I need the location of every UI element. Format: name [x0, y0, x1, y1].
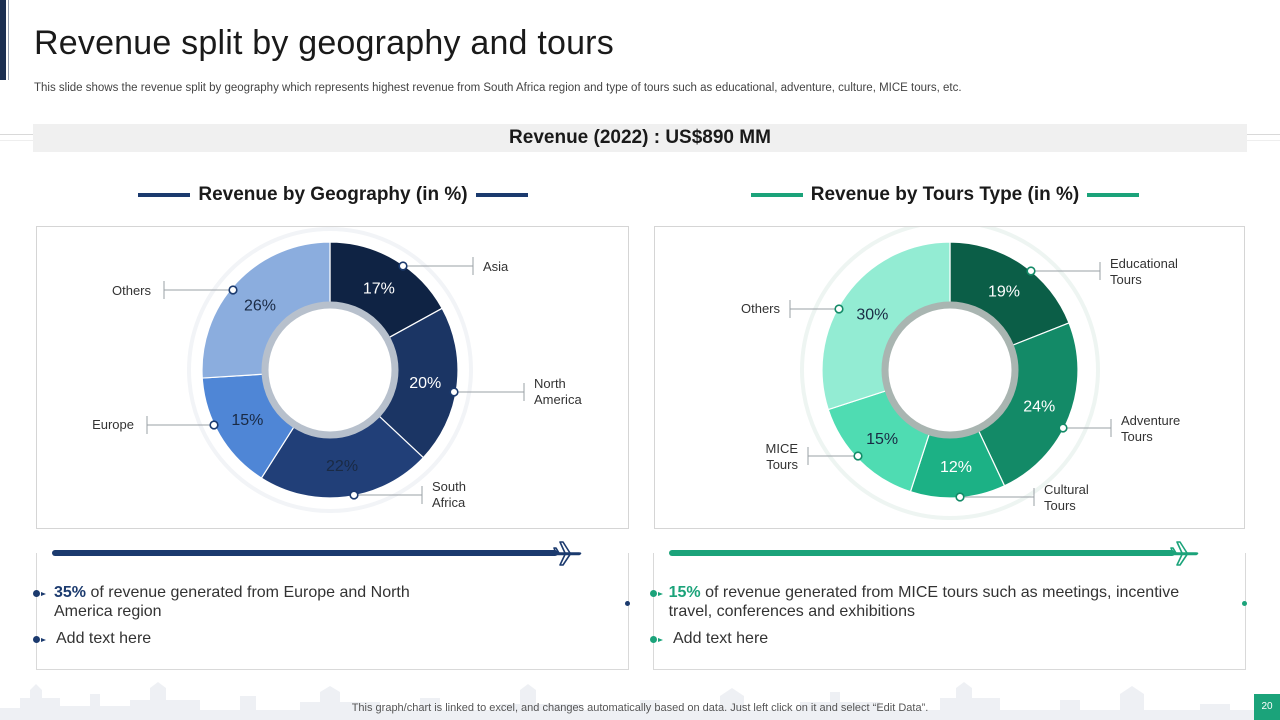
heading-bar: [1087, 193, 1140, 197]
accent-bar: [0, 0, 6, 80]
leader-dot: [398, 261, 408, 271]
outer-ring: [187, 227, 473, 513]
bullet-icon: [33, 588, 46, 598]
bullet-text: 35% of revenue generated from Europe and…: [54, 583, 453, 621]
bullet-icon: [650, 634, 664, 644]
category-label-south-africa: South Africa: [432, 479, 466, 510]
leader-dot: [228, 285, 238, 295]
slice-value-label: 12%: [940, 459, 972, 476]
tours-title: Revenue by Tours Type (in %): [810, 184, 1080, 205]
slice-value-label: 20%: [409, 375, 441, 392]
slice-value-label: 17%: [363, 280, 395, 297]
slice-value-label: 19%: [988, 284, 1020, 301]
leader-dot: [209, 420, 219, 430]
tours-donut-chart: 19% 24% 12% 15% 30% Educational Tours Adventure…: [741, 220, 1180, 520]
bullet-text: Add text here: [673, 630, 769, 647]
slide-title: Revenue split by geography and tours: [34, 24, 614, 62]
bullet-highlight: 15%: [668, 584, 701, 601]
category-label-educational-tours: Educational Tours: [1110, 256, 1178, 287]
geography-bullet-2: Add text here: [33, 629, 453, 648]
category-label-asia: Asia: [483, 259, 509, 274]
heading-bar: [138, 193, 191, 197]
slice-value-label: 22%: [326, 458, 358, 475]
category-label-others: Others: [112, 283, 152, 298]
tours-progress-bar: [669, 550, 1175, 556]
inner-ring: [881, 301, 1019, 439]
geography-title: Revenue by Geography (in %): [198, 184, 468, 205]
tours-heading: Revenue by Tours Type (in %): [712, 182, 1178, 208]
bullet-icon: [33, 634, 47, 644]
geography-bullet-1: 35% of revenue generated from Europe and…: [33, 583, 453, 621]
category-label-others: Others: [741, 301, 781, 316]
slice-value-label: 24%: [1023, 398, 1055, 415]
leader-dot: [349, 490, 359, 500]
bullet-text: 15% of revenue generated from MICE tours…: [669, 583, 1190, 621]
decorative-dot: [1242, 601, 1247, 606]
slice-value-label: 26%: [244, 297, 276, 314]
geography-donut-chart: 17% 20% 22% 15% 26% Asia North America South Afri…: [92, 227, 582, 513]
leader-dot: [853, 451, 863, 461]
bullet-body: of revenue generated from Europe and Nor…: [53, 584, 410, 620]
tours-bullet-1: 15% of revenue generated from MICE tours…: [650, 583, 1190, 621]
slice-value-label: 15%: [231, 412, 263, 429]
leader-dot: [449, 387, 459, 397]
category-label-north-america: North America: [534, 376, 582, 407]
category-label-europe: Europe: [92, 417, 134, 432]
skyline-decoration: [0, 682, 1280, 720]
accent-line: [8, 0, 9, 80]
geography-heading: Revenue by Geography (in %): [100, 182, 566, 208]
tours-summary-card: [653, 553, 1246, 670]
tours-chart-panel: 19% 24% 12% 15% 30% Educational Tours Adventure…: [654, 220, 1245, 529]
inner-ring: [261, 301, 399, 439]
geography-summary-card: [36, 553, 629, 670]
decorative-dot: [625, 601, 630, 606]
leader-dot: [1026, 266, 1036, 276]
revenue-banner: Revenue (2022) : US$890 MM: [33, 124, 1247, 152]
bullet-highlight: 35%: [53, 584, 86, 601]
tours-bullet-2: Add text here: [650, 629, 1190, 648]
leader-dot: [834, 304, 844, 314]
airplane-icon: [553, 541, 582, 566]
footnote: This graph/chart is linked to excel, and…: [351, 702, 929, 714]
bullet-text: Add text here: [56, 630, 152, 647]
page-number: 20: [1254, 694, 1280, 720]
bullet-body: of revenue generated from MICE tours suc…: [668, 584, 1180, 620]
geography-progress-bar: [52, 550, 558, 556]
slice-value-label: 15%: [866, 431, 898, 448]
geography-chart-panel: 17% 20% 22% 15% 26% Asia North America South Afri…: [36, 226, 629, 529]
airplane-icon: [1170, 541, 1199, 566]
heading-bar: [475, 193, 528, 197]
donut-hole: [272, 312, 388, 428]
slide-subtitle: This slide shows the revenue split by ge…: [34, 82, 962, 94]
category-label-adventure-tours: Adventure Tours: [1121, 413, 1180, 444]
bullet-icon: [650, 588, 663, 598]
category-label-mice-tours: MICE Tours: [766, 441, 799, 472]
slice-value-label: 30%: [856, 307, 888, 324]
heading-bar: [750, 193, 803, 197]
category-label-cultural-tours: Cultural Tours: [1044, 482, 1089, 513]
donut-hole: [892, 312, 1008, 428]
leader-dot: [955, 492, 965, 502]
leader-dot: [1058, 423, 1068, 433]
